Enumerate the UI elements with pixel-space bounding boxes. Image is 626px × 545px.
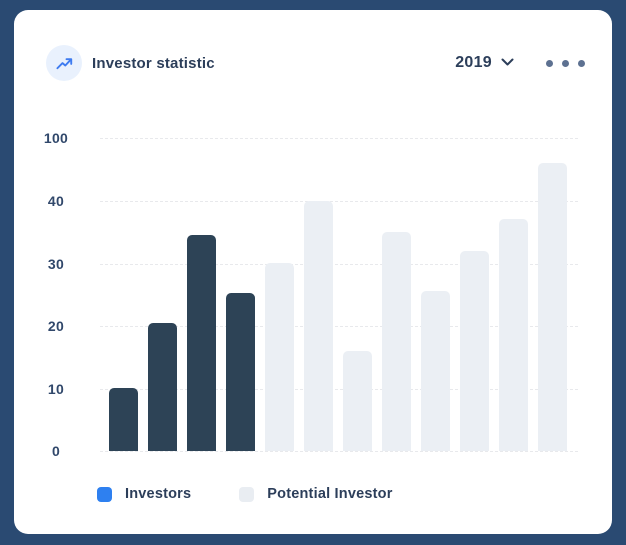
y-axis-label: 10 xyxy=(47,381,65,397)
chart-legend: Investors Potential Investor xyxy=(97,486,393,502)
bar-potential-investor xyxy=(382,232,411,451)
bar-potential-investor xyxy=(265,263,294,451)
y-axis-label: 40 xyxy=(47,193,65,209)
bars-layer xyxy=(100,138,578,451)
gridline xyxy=(100,201,578,202)
y-axis-label: 20 xyxy=(47,318,65,334)
ellipsis-dot xyxy=(546,59,553,67)
bar-investors xyxy=(226,293,255,451)
potential-investor-swatch xyxy=(239,486,255,502)
card-header: Investor statistic 2019 xyxy=(46,45,585,81)
gridline xyxy=(100,138,578,139)
chevron-down-icon xyxy=(501,54,514,72)
gridline xyxy=(100,451,578,452)
bar-investors xyxy=(187,235,216,451)
legend-item-potential-investor[interactable]: Potential Investor xyxy=(239,486,392,502)
year-dropdown[interactable]: 2019 xyxy=(455,54,514,72)
bar-potential-investor xyxy=(538,163,567,451)
investors-swatch xyxy=(97,486,112,502)
ellipsis-dot xyxy=(578,59,585,67)
bar-potential-investor xyxy=(421,291,450,451)
bar-investors xyxy=(109,388,138,451)
y-axis-label: 100 xyxy=(43,130,69,146)
bar-potential-investor xyxy=(499,219,528,451)
bar-potential-investor xyxy=(304,201,333,451)
year-dropdown-value: 2019 xyxy=(455,54,492,71)
bar-potential-investor xyxy=(343,351,372,451)
card-title: Investor statistic xyxy=(92,54,215,72)
gridline xyxy=(100,264,578,265)
investor-statistic-card: Investor statistic 2019 100 40 30 20 10 … xyxy=(14,10,612,534)
trending-up-icon xyxy=(46,45,82,81)
more-menu-button[interactable] xyxy=(546,56,585,71)
gridline xyxy=(100,326,578,327)
legend-item-investors[interactable]: Investors xyxy=(97,486,191,502)
y-axis-label: 0 xyxy=(51,443,61,459)
ellipsis-dot xyxy=(562,59,569,67)
y-axis-label: 30 xyxy=(47,256,65,272)
bar-potential-investor xyxy=(460,251,489,451)
legend-label: Investors xyxy=(125,486,192,502)
gridline xyxy=(100,389,578,390)
legend-label: Potential Investor xyxy=(267,486,393,502)
bar-investors xyxy=(148,323,177,451)
